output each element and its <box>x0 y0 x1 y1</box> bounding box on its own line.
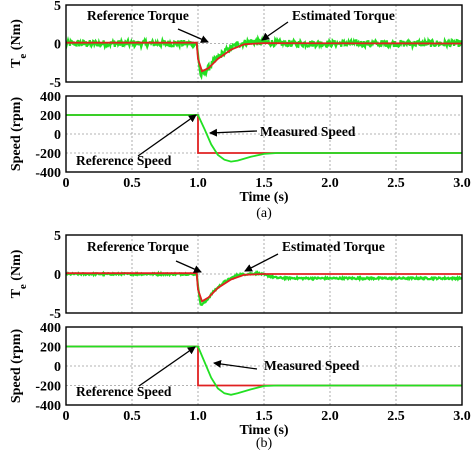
y-tick-label: -400 <box>35 166 61 181</box>
y-axis-label: Te (Nm) <box>9 19 29 68</box>
x-tick-label: 1.0 <box>189 176 207 191</box>
annotation-measured-speed: Measured Speed <box>260 124 356 139</box>
annotation-estimated-torque: Estimated Torque <box>282 239 385 254</box>
x-tick-label: 3.0 <box>453 176 471 191</box>
figure-caption: (b) <box>256 436 273 451</box>
y-tick-label: 0 <box>54 360 61 375</box>
y-tick-label: 0 <box>54 38 61 53</box>
torque-panel: 5 0 -5 Te (Nm) Reference Torque Estimated Tor… <box>9 0 463 91</box>
plot-frame <box>65 4 463 83</box>
x-tick-label: 0.5 <box>123 409 141 424</box>
annotation-reference-torque: Reference Torque <box>87 239 189 254</box>
x-tick-label: 1.5 <box>255 176 273 191</box>
y-axis-label: Speed (rpm) <box>9 97 24 172</box>
annotation-reference-speed: Reference Speed <box>76 384 172 399</box>
y-tick-label: 400 <box>40 321 61 336</box>
y-tick-label: 200 <box>40 341 61 356</box>
x-tick-label: 0 <box>63 176 70 191</box>
torque-panel: 5 0 -5 Te (Nm) Reference Torque Estimated Tor… <box>9 229 463 322</box>
y-tick-label: -200 <box>35 147 61 162</box>
annotation-estimated-torque: Estimated Torque <box>292 8 395 23</box>
x-axis-label: Time (s) <box>239 190 288 205</box>
y-tick-label: 400 <box>40 90 61 105</box>
plot-frame <box>65 95 463 173</box>
x-tick-label: 1.0 <box>189 409 207 424</box>
y-tick-label: -200 <box>35 380 61 395</box>
annotation-measured-speed: Measured Speed <box>264 358 360 373</box>
y-tick-label: 200 <box>40 109 61 124</box>
figure-caption: (a) <box>256 206 272 221</box>
plot-frame <box>65 326 463 406</box>
x-tick-label: 2.0 <box>321 409 339 424</box>
y-tick-label: -400 <box>35 399 61 414</box>
y-axis-label: Speed (rpm) <box>9 329 24 404</box>
x-tick-label: 2.5 <box>387 176 405 191</box>
x-tick-label: 2.0 <box>321 176 339 191</box>
annotation-arrow <box>244 253 279 272</box>
y-tick-label: -5 <box>49 307 61 322</box>
y-tick-label: -5 <box>49 76 61 91</box>
annotation-reference-torque: Reference Torque <box>87 8 189 23</box>
annotation-reference-speed: Reference Speed <box>76 153 172 168</box>
y-tick-label: 5 <box>54 229 61 244</box>
annotation-arrow <box>137 114 197 157</box>
x-tick-label: 2.5 <box>387 409 405 424</box>
annotation-arrow <box>209 128 258 137</box>
series-line-reference-torque <box>66 272 462 303</box>
series-line-measured-speed <box>66 345 462 396</box>
annotation-arrow <box>138 346 196 387</box>
y-tick-label: 0 <box>54 268 61 283</box>
annotation-arrow <box>177 28 209 43</box>
x-axis-label: Time (s) <box>239 423 288 438</box>
annotation-arrow <box>175 260 202 273</box>
figure-b: 5 0 -5 Te (Nm) Reference Torque Estimated Tor… <box>9 229 471 451</box>
annotation-arrow <box>261 21 289 41</box>
x-tick-label: 3.0 <box>453 409 471 424</box>
x-tick-label: 0.5 <box>123 176 141 191</box>
y-tick-label: 0 <box>54 128 61 143</box>
y-tick-label: 5 <box>54 0 61 14</box>
annotation-arrow <box>213 360 258 370</box>
y-axis-label: Te (Nm) <box>9 249 29 298</box>
figure-a: 5 0 -5 Te (Nm) Reference Torque Estimated Tor… <box>9 0 471 221</box>
series-line-measured-speed <box>66 114 462 163</box>
series-line-reference-torque <box>66 41 462 73</box>
plot-frame <box>65 234 463 314</box>
x-tick-label: 1.5 <box>255 409 273 424</box>
x-tick-label: 0 <box>63 409 70 424</box>
